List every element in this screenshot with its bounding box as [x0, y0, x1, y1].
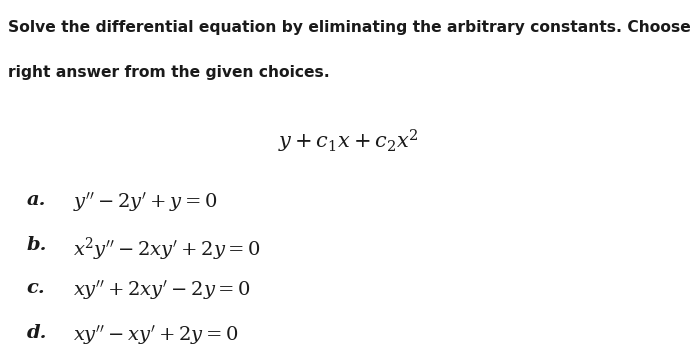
Text: d.: d.: [26, 324, 47, 342]
Text: $y'' - 2y' + y = 0$: $y'' - 2y' + y = 0$: [73, 191, 217, 214]
Text: c.: c.: [26, 279, 45, 297]
Text: a.: a.: [26, 191, 46, 209]
Text: $xy'' - xy' + 2y = 0$: $xy'' - xy' + 2y = 0$: [73, 324, 239, 347]
Text: $x^2y'' - 2xy' + 2y = 0$: $x^2y'' - 2xy' + 2y = 0$: [73, 236, 261, 263]
Text: b.: b.: [26, 236, 47, 254]
Text: $xy'' + 2xy' - 2y = 0$: $xy'' + 2xy' - 2y = 0$: [73, 279, 251, 302]
Text: Solve the differential equation by eliminating the arbitrary constants. Choose t: Solve the differential equation by elimi…: [8, 20, 696, 35]
Text: right answer from the given choices.: right answer from the given choices.: [8, 65, 330, 80]
Text: $y + c_1x + c_2x^2$: $y + c_1x + c_2x^2$: [278, 128, 418, 155]
